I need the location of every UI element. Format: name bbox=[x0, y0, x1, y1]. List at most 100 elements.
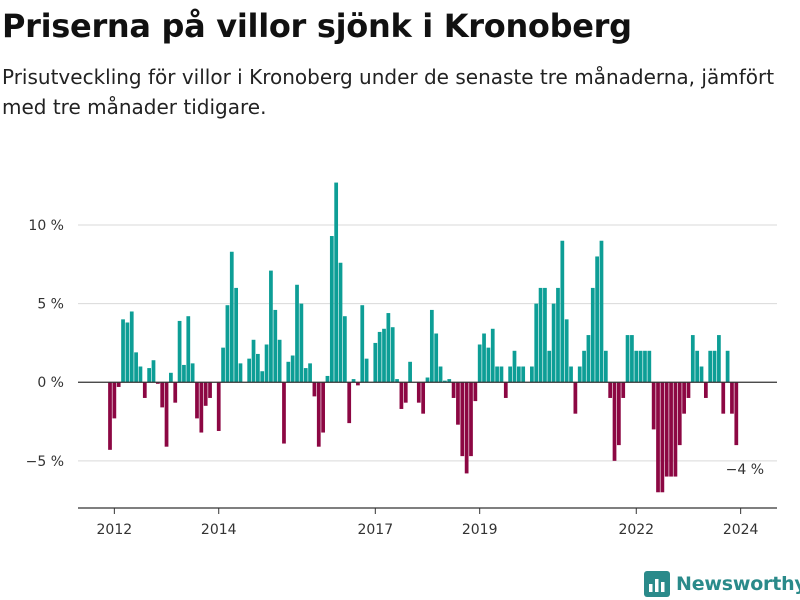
bar bbox=[338, 262, 343, 383]
bar bbox=[121, 319, 125, 383]
bar bbox=[630, 335, 634, 383]
bar bbox=[673, 382, 678, 477]
bar bbox=[551, 303, 556, 383]
bar bbox=[112, 382, 117, 419]
bar bbox=[303, 368, 308, 383]
bar bbox=[299, 303, 304, 383]
bar bbox=[616, 382, 621, 446]
bar bbox=[364, 358, 369, 383]
newsworthy-logo: Newsworthy bbox=[644, 569, 800, 599]
bar bbox=[573, 382, 578, 414]
bar bbox=[151, 360, 156, 383]
end-value-label: −4 % bbox=[726, 462, 764, 478]
bar bbox=[690, 335, 695, 383]
bar bbox=[730, 382, 734, 414]
bar bbox=[703, 382, 708, 398]
bar bbox=[177, 320, 182, 383]
bar bbox=[108, 382, 112, 450]
bar bbox=[155, 382, 160, 384]
x-tick-label: 2024 bbox=[723, 522, 759, 538]
bar bbox=[260, 371, 265, 383]
bar bbox=[334, 182, 339, 383]
bar bbox=[251, 339, 256, 383]
bar bbox=[612, 382, 617, 461]
bar bbox=[160, 382, 165, 408]
y-tick-label: 10 % bbox=[28, 218, 64, 234]
bar bbox=[382, 328, 386, 383]
bar bbox=[516, 366, 521, 383]
bar bbox=[147, 368, 152, 383]
bar bbox=[399, 382, 404, 409]
bar bbox=[264, 344, 269, 383]
bar bbox=[664, 382, 669, 477]
bar bbox=[225, 305, 230, 383]
bar bbox=[443, 380, 447, 383]
bar bbox=[347, 382, 352, 424]
bar bbox=[712, 350, 717, 383]
bar bbox=[582, 350, 586, 383]
bar bbox=[169, 372, 173, 383]
bar bbox=[721, 382, 726, 414]
chart-title: Priserna på villor sjönk i Kronoberg bbox=[2, 7, 632, 45]
bar bbox=[360, 305, 365, 383]
bar bbox=[686, 382, 691, 398]
bar bbox=[708, 350, 713, 383]
bar bbox=[460, 382, 465, 457]
bar bbox=[660, 382, 665, 493]
bar bbox=[490, 328, 495, 383]
bar bbox=[473, 382, 478, 402]
x-tick-label: 2012 bbox=[97, 522, 133, 538]
y-tick-label: −5 % bbox=[26, 454, 64, 470]
bar bbox=[321, 382, 325, 433]
bar bbox=[451, 382, 456, 398]
bar bbox=[638, 350, 643, 383]
chart-subtitle: Prisutveckling för villor i Kronoberg un… bbox=[2, 65, 775, 119]
bar bbox=[499, 366, 504, 383]
bar bbox=[495, 366, 499, 383]
bar bbox=[277, 339, 282, 383]
bar bbox=[308, 363, 312, 383]
bar bbox=[656, 382, 660, 493]
newsworthy-logo-icon bbox=[644, 571, 670, 597]
bar bbox=[538, 287, 543, 383]
bar bbox=[216, 382, 221, 431]
bar bbox=[269, 270, 273, 383]
bar bbox=[164, 382, 169, 447]
bar-chart: −5 % 0 % 5 % 10 % 2012 2014 2017 2019 2022 2024 −4… bbox=[26, 182, 777, 538]
bar bbox=[290, 355, 295, 383]
bar bbox=[608, 382, 613, 398]
bar bbox=[390, 327, 395, 383]
bar bbox=[717, 335, 721, 383]
bar bbox=[416, 382, 421, 403]
bar bbox=[651, 382, 656, 430]
bar bbox=[421, 382, 426, 414]
bar bbox=[577, 366, 582, 383]
bar bbox=[282, 382, 286, 444]
bar bbox=[208, 382, 212, 398]
bar bbox=[312, 382, 317, 397]
bar bbox=[438, 366, 443, 383]
bar bbox=[286, 361, 291, 383]
bar bbox=[560, 240, 565, 383]
bar bbox=[564, 319, 569, 383]
bar bbox=[595, 256, 599, 383]
bar bbox=[199, 382, 204, 433]
bar bbox=[356, 382, 360, 386]
bar bbox=[508, 366, 513, 383]
bar bbox=[447, 379, 452, 383]
bar bbox=[142, 382, 147, 398]
bar bbox=[373, 342, 378, 383]
bar bbox=[190, 363, 195, 383]
bar bbox=[386, 313, 391, 383]
bar bbox=[512, 350, 517, 383]
bar bbox=[734, 382, 739, 446]
bar bbox=[434, 333, 439, 383]
bar bbox=[403, 382, 408, 403]
bar bbox=[129, 311, 134, 383]
bar bbox=[547, 350, 552, 383]
bar bbox=[534, 303, 539, 383]
newsworthy-logo-text: Newsworthy bbox=[676, 573, 800, 595]
bar bbox=[590, 287, 595, 383]
bar bbox=[586, 335, 591, 383]
bar bbox=[647, 350, 652, 383]
